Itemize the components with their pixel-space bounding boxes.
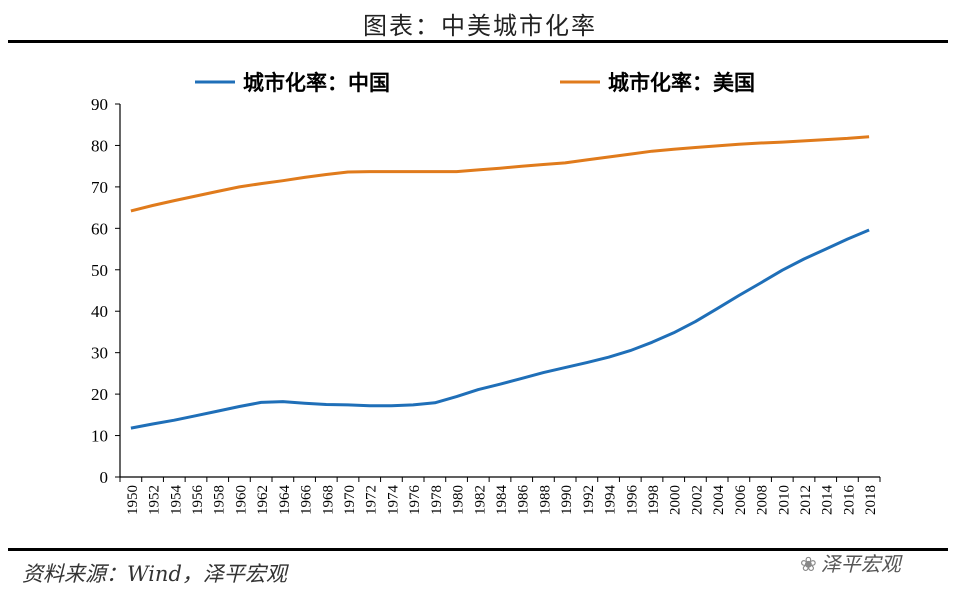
x-tick-label: 2016 — [841, 485, 857, 516]
y-tick-label: 90 — [91, 95, 108, 114]
wechat-icon: ❀ — [800, 552, 817, 576]
x-tick-label: 1998 — [646, 485, 662, 515]
line-chart: 0 10 20 30 40 50 60 70 80 90 1950 1952 1954 1956 1958 1… — [91, 71, 881, 516]
x-tick-label: 2014 — [820, 485, 836, 516]
x-tick-label: 2000 — [668, 485, 684, 515]
x-tick-label: 1960 — [233, 485, 249, 515]
x-tick-label: 2002 — [689, 485, 705, 515]
x-tick-label: 1974 — [385, 485, 401, 516]
x-tick-label: 1970 — [342, 485, 358, 515]
bottom-rule — [8, 548, 948, 551]
y-tick-label: 30 — [91, 344, 108, 363]
watermark: ❀ 泽平宏观 — [800, 548, 901, 577]
y-tick-label: 50 — [91, 261, 108, 280]
x-tick-label: 1966 — [299, 485, 315, 516]
x-tick-label: 1996 — [624, 485, 640, 516]
x-tick-label: 1962 — [255, 485, 271, 515]
x-tick-label: 1950 — [125, 485, 141, 515]
x-tick-label: 1978 — [429, 485, 445, 515]
y-tick-label: 40 — [91, 302, 108, 321]
y-tick-label: 70 — [91, 178, 108, 197]
x-tick-label: 2012 — [798, 485, 814, 515]
x-tick-label: 2010 — [776, 485, 792, 515]
x-tick-label: 1990 — [559, 485, 575, 515]
x-tick-label: 2018 — [863, 485, 879, 515]
x-tick-label: 1972 — [364, 485, 380, 515]
x-tick-label: 1964 — [277, 485, 293, 516]
x-tick-label: 1992 — [581, 485, 597, 515]
x-tick-label: 1986 — [516, 485, 532, 516]
x-tick-label: 1984 — [494, 485, 510, 516]
legend-label: 城市化率：中国 — [243, 71, 390, 95]
y-tick-label: 80 — [91, 136, 108, 155]
y-tick-label: 60 — [91, 219, 108, 238]
watermark-text: 泽平宏观 — [820, 552, 901, 576]
legend-label: 城市化率：美国 — [608, 71, 755, 95]
series-line-china — [130, 228, 870, 430]
y-tick-label: 0 — [100, 468, 109, 487]
x-tick-label: 1994 — [603, 485, 619, 516]
series-line-usa — [130, 135, 870, 213]
chart-title: 图表：中美城市化率 — [363, 12, 597, 40]
y-tick-label: 20 — [91, 385, 108, 404]
x-tick-label: 1980 — [451, 485, 467, 515]
x-tick-label: 2006 — [733, 485, 749, 516]
x-tick-label: 1988 — [537, 485, 553, 515]
top-rule — [8, 40, 948, 43]
x-tick-label: 1956 — [190, 485, 206, 516]
x-tick-label: 2008 — [755, 485, 771, 515]
x-tick-label: 2004 — [711, 485, 727, 516]
x-tick-label: 1976 — [407, 485, 423, 516]
y-tick-label: 10 — [91, 427, 108, 446]
x-tick-label: 1954 — [168, 485, 184, 516]
x-tick-label: 1952 — [147, 485, 163, 515]
x-tick-label: 1982 — [472, 485, 488, 515]
x-tick-label: 1968 — [320, 485, 336, 515]
x-tick-label: 1958 — [212, 485, 228, 515]
source-note: 资料来源：Wind，泽平宏观 — [22, 562, 287, 586]
